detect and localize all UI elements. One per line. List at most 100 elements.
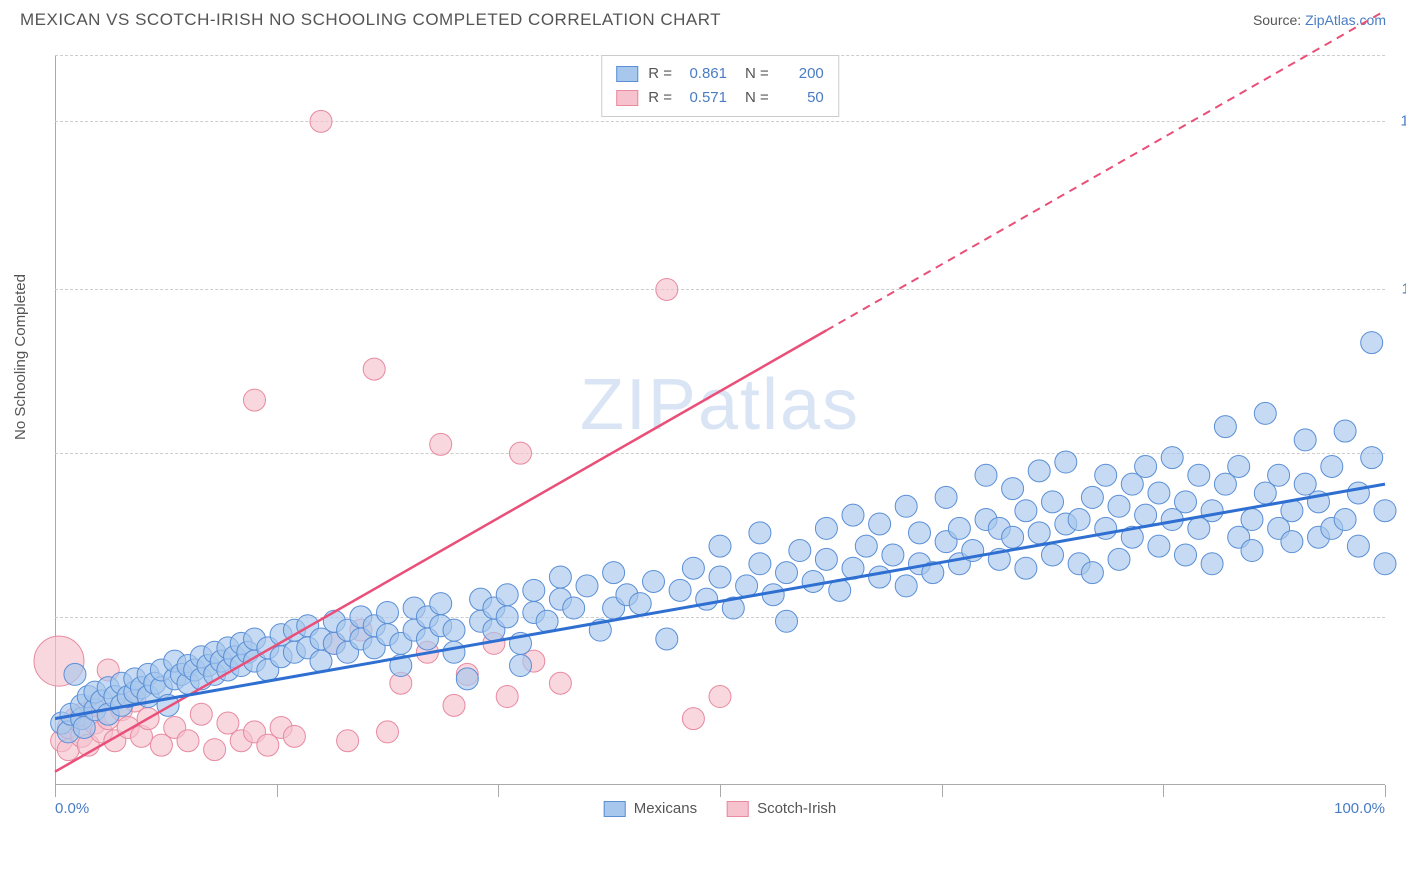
data-point[interactable] xyxy=(190,703,212,725)
data-point[interactable] xyxy=(1188,464,1210,486)
data-point[interactable] xyxy=(1095,464,1117,486)
data-point[interactable] xyxy=(643,570,665,592)
data-point[interactable] xyxy=(1108,548,1130,570)
data-point[interactable] xyxy=(669,579,691,601)
data-point[interactable] xyxy=(1254,402,1276,424)
data-point[interactable] xyxy=(656,278,678,300)
data-point[interactable] xyxy=(682,708,704,730)
data-point[interactable] xyxy=(496,686,518,708)
data-point[interactable] xyxy=(656,628,678,650)
data-point[interactable] xyxy=(549,672,571,694)
data-point[interactable] xyxy=(1015,557,1037,579)
data-point[interactable] xyxy=(709,535,731,557)
data-point[interactable] xyxy=(776,562,798,584)
data-point[interactable] xyxy=(363,358,385,380)
data-point[interactable] xyxy=(1175,491,1197,513)
data-point[interactable] xyxy=(1334,509,1356,531)
data-point[interactable] xyxy=(1055,451,1077,473)
data-point[interactable] xyxy=(1002,526,1024,548)
data-point[interactable] xyxy=(510,655,532,677)
data-point[interactable] xyxy=(576,575,598,597)
data-point[interactable] xyxy=(1241,509,1263,531)
data-point[interactable] xyxy=(802,570,824,592)
data-point[interactable] xyxy=(204,739,226,761)
data-point[interactable] xyxy=(430,593,452,615)
data-point[interactable] xyxy=(1015,500,1037,522)
data-point[interactable] xyxy=(776,610,798,632)
data-point[interactable] xyxy=(1161,447,1183,469)
data-point[interactable] xyxy=(496,606,518,628)
data-point[interactable] xyxy=(337,730,359,752)
data-point[interactable] xyxy=(749,553,771,575)
data-point[interactable] xyxy=(1201,553,1223,575)
source-link[interactable]: ZipAtlas.com xyxy=(1305,12,1386,28)
data-point[interactable] xyxy=(1374,500,1396,522)
data-point[interactable] xyxy=(709,686,731,708)
data-point[interactable] xyxy=(869,513,891,535)
data-point[interactable] xyxy=(682,557,704,579)
data-point[interactable] xyxy=(1361,332,1383,354)
data-point[interactable] xyxy=(443,619,465,641)
data-point[interactable] xyxy=(1081,562,1103,584)
data-point[interactable] xyxy=(563,597,585,619)
data-point[interactable] xyxy=(1028,522,1050,544)
data-point[interactable] xyxy=(975,464,997,486)
data-point[interactable] xyxy=(523,579,545,601)
data-point[interactable] xyxy=(789,540,811,562)
data-point[interactable] xyxy=(935,486,957,508)
data-point[interactable] xyxy=(1334,420,1356,442)
data-point[interactable] xyxy=(696,588,718,610)
data-point[interactable] xyxy=(1081,486,1103,508)
data-point[interactable] xyxy=(1028,460,1050,482)
data-point[interactable] xyxy=(377,721,399,743)
data-point[interactable] xyxy=(895,575,917,597)
data-point[interactable] xyxy=(1068,509,1090,531)
data-point[interactable] xyxy=(1042,544,1064,566)
data-point[interactable] xyxy=(1347,482,1369,504)
data-point[interactable] xyxy=(855,535,877,557)
data-point[interactable] xyxy=(895,495,917,517)
data-point[interactable] xyxy=(1175,544,1197,566)
data-point[interactable] xyxy=(496,584,518,606)
data-point[interactable] xyxy=(1108,495,1130,517)
data-point[interactable] xyxy=(377,601,399,623)
data-point[interactable] xyxy=(456,668,478,690)
data-point[interactable] xyxy=(709,566,731,588)
data-point[interactable] xyxy=(1241,540,1263,562)
data-point[interactable] xyxy=(283,725,305,747)
data-point[interactable] xyxy=(1135,504,1157,526)
data-point[interactable] xyxy=(1148,535,1170,557)
data-point[interactable] xyxy=(443,641,465,663)
data-point[interactable] xyxy=(177,730,199,752)
data-point[interactable] xyxy=(1002,478,1024,500)
data-point[interactable] xyxy=(629,593,651,615)
data-point[interactable] xyxy=(749,522,771,544)
data-point[interactable] xyxy=(1135,455,1157,477)
data-point[interactable] xyxy=(815,517,837,539)
data-point[interactable] xyxy=(549,566,571,588)
data-point[interactable] xyxy=(430,433,452,455)
data-point[interactable] xyxy=(443,694,465,716)
data-point[interactable] xyxy=(310,110,332,132)
data-point[interactable] xyxy=(1347,535,1369,557)
data-point[interactable] xyxy=(1214,416,1236,438)
data-point[interactable] xyxy=(736,575,758,597)
data-point[interactable] xyxy=(909,522,931,544)
data-point[interactable] xyxy=(1374,553,1396,575)
data-point[interactable] xyxy=(815,548,837,570)
data-point[interactable] xyxy=(510,442,532,464)
data-point[interactable] xyxy=(244,389,266,411)
data-point[interactable] xyxy=(842,504,864,526)
data-point[interactable] xyxy=(1148,482,1170,504)
data-point[interactable] xyxy=(1268,464,1290,486)
data-point[interactable] xyxy=(1294,429,1316,451)
data-point[interactable] xyxy=(1281,531,1303,553)
data-point[interactable] xyxy=(1361,447,1383,469)
data-point[interactable] xyxy=(882,544,904,566)
data-point[interactable] xyxy=(948,517,970,539)
data-point[interactable] xyxy=(603,562,625,584)
data-point[interactable] xyxy=(64,663,86,685)
data-point[interactable] xyxy=(1321,455,1343,477)
data-point[interactable] xyxy=(1228,455,1250,477)
data-point[interactable] xyxy=(869,566,891,588)
